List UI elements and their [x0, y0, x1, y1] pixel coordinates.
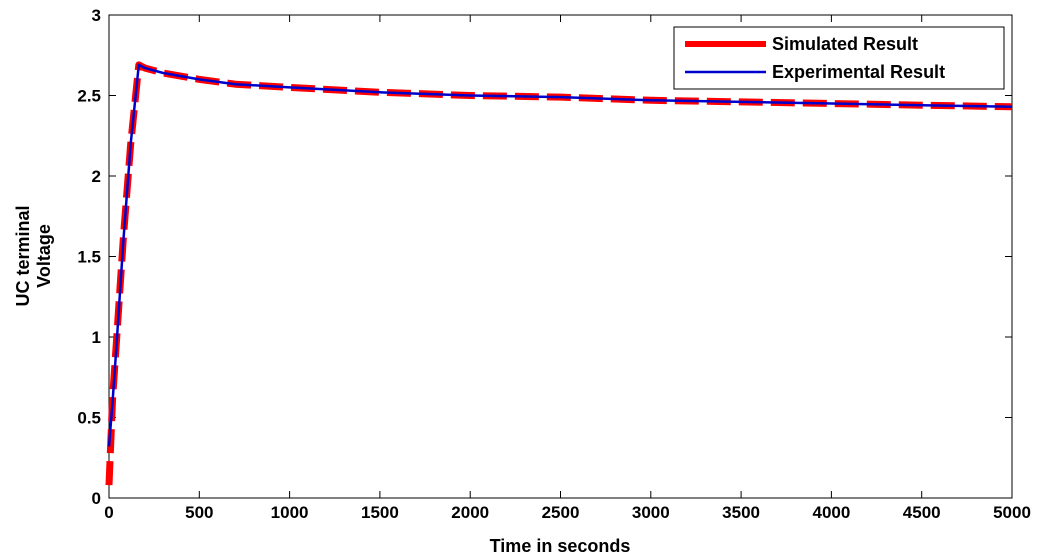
y-axis-title-line-1: UC terminal [13, 205, 33, 306]
y-tick-label: 2.5 [77, 87, 101, 106]
axis-ticks: 0 500 1000 1500 2000 2500 3000 3500 4000 4500 5000… [77, 6, 1031, 522]
y-tick-label: 1.5 [77, 248, 101, 267]
legend-box [673, 26, 1005, 90]
series-line-experimental [107, 63, 1013, 447]
x-tick-label: 3500 [722, 503, 760, 522]
y-tick-label: 0 [92, 489, 101, 508]
x-tick-label: 1000 [271, 503, 309, 522]
x-tick-label: 2500 [542, 503, 580, 522]
x-axis-title: Time in seconds [490, 536, 631, 556]
series-layer [105, 61, 1013, 486]
y-axis-title-line-2: Voltage [34, 224, 54, 288]
y-tick-label: 1 [92, 328, 101, 347]
y-tick-label: 3 [92, 6, 101, 25]
legend-label-experimental: Experimental Result [772, 62, 945, 82]
x-tick-label: 4000 [812, 503, 850, 522]
x-tick-label: 1500 [361, 503, 399, 522]
x-tick-label: 3000 [632, 503, 670, 522]
x-tick-label: 2000 [451, 503, 489, 522]
x-tick-label: 500 [185, 503, 213, 522]
y-tick-label: 0.5 [77, 409, 101, 428]
legend: Simulated Result Experimental Result [673, 26, 1005, 90]
x-tick-label: 5000 [993, 503, 1031, 522]
y-tick-label: 2 [92, 167, 101, 186]
x-tick-label: 4500 [903, 503, 941, 522]
legend-label-simulated: Simulated Result [772, 34, 918, 54]
x-tick-label: 0 [104, 503, 113, 522]
